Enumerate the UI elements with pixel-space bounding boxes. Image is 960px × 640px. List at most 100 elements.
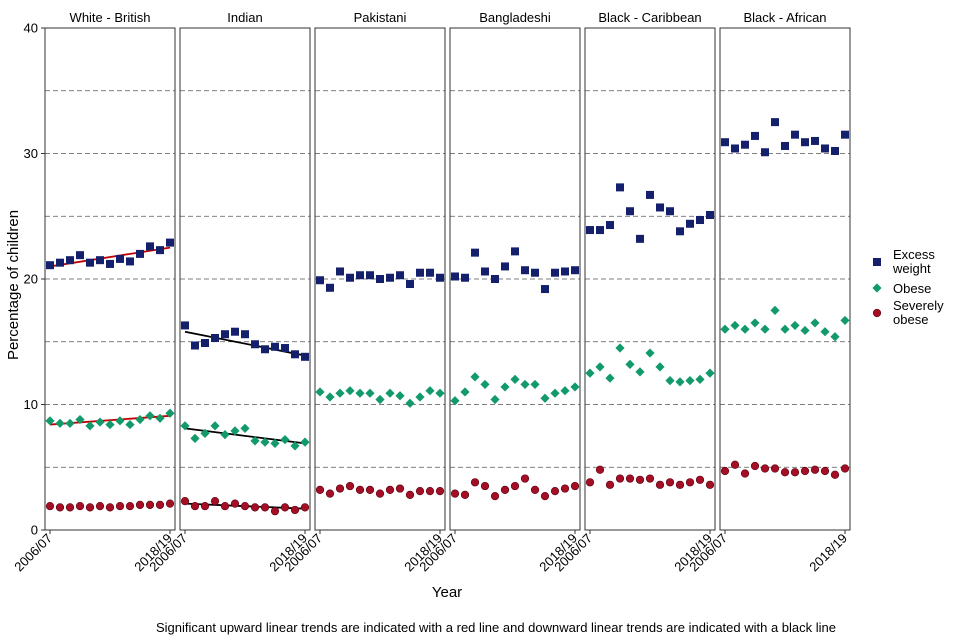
data-point: [76, 251, 84, 260]
data-point: [180, 421, 190, 431]
data-point: [326, 283, 334, 292]
data-point: [260, 503, 270, 512]
y-tick-label: 20: [24, 272, 38, 287]
data-point: [146, 242, 154, 251]
data-point: [615, 343, 625, 353]
data-point: [85, 503, 95, 512]
panel-title: White - British: [70, 10, 151, 25]
data-point: [165, 499, 175, 508]
legend-label: Obese: [893, 281, 931, 296]
data-point: [375, 489, 385, 498]
data-point: [551, 268, 559, 277]
data-point: [385, 485, 395, 494]
data-point: [696, 216, 704, 225]
data-point: [56, 258, 64, 267]
data-point: [240, 502, 250, 511]
data-point: [721, 138, 729, 147]
data-point: [490, 394, 500, 405]
data-point: [395, 391, 405, 401]
data-point: [105, 419, 115, 430]
data-point: [395, 484, 405, 493]
data-point: [685, 376, 695, 386]
x-tick-label: 2018/19: [806, 531, 850, 575]
data-point: [820, 327, 830, 337]
data-point: [740, 324, 750, 334]
data-point: [531, 268, 539, 277]
data-point: [271, 342, 279, 351]
data-point: [75, 502, 85, 511]
data-point: [470, 478, 480, 487]
legend: Excess weight Obese Severely obese: [872, 247, 944, 327]
data-point: [720, 324, 730, 334]
data-point: [820, 466, 830, 476]
panel-title: Black - African: [743, 10, 826, 25]
legend-item: Severely obese: [872, 298, 944, 327]
data-point: [480, 481, 490, 491]
data-point: [666, 207, 674, 216]
data-point: [595, 465, 605, 474]
data-point: [521, 266, 529, 275]
data-point: [46, 261, 54, 270]
data-point: [290, 441, 300, 451]
data-point: [190, 502, 200, 511]
data-point: [781, 141, 789, 150]
panel-title: Pakistani: [354, 10, 407, 25]
data-point: [260, 437, 270, 447]
panel-border: [314, 27, 446, 531]
data-point: [615, 474, 625, 483]
data-point: [750, 318, 760, 328]
data-point: [540, 393, 550, 403]
panel-border: [449, 27, 581, 531]
data-point: [301, 352, 309, 361]
data-point: [741, 140, 749, 149]
data-point: [166, 238, 174, 247]
legend-key: [872, 283, 882, 293]
y-tick-label: 40: [24, 21, 38, 36]
data-point: [280, 435, 290, 445]
data-point: [385, 388, 395, 398]
data-point: [155, 500, 165, 510]
data-point: [760, 464, 770, 473]
data-point: [251, 340, 259, 349]
data-point: [291, 350, 299, 359]
data-point: [675, 480, 685, 489]
data-point: [460, 387, 470, 397]
y-axis-title: Percentage of children: [5, 210, 22, 360]
data-point: [605, 373, 615, 383]
data-point: [135, 500, 145, 510]
data-point: [55, 418, 65, 428]
data-point: [811, 136, 819, 145]
data-point: [530, 379, 540, 390]
data-point: [471, 248, 479, 257]
data-point: [450, 489, 460, 498]
data-point: [730, 460, 740, 469]
data-point: [560, 386, 570, 396]
data-point: [510, 481, 520, 491]
data-point: [645, 348, 655, 358]
data-point: [760, 324, 770, 334]
data-point: [346, 273, 354, 282]
data-point: [345, 481, 355, 491]
data-point: [665, 376, 675, 386]
data-point: [730, 320, 740, 331]
legend-key: [873, 258, 881, 266]
legend-label: Severely obese: [893, 298, 944, 327]
data-point: [240, 423, 250, 433]
data-point: [105, 503, 115, 512]
data-point: [830, 470, 840, 479]
data-point: [200, 502, 210, 511]
data-point: [560, 484, 570, 493]
data-point: [770, 305, 780, 315]
data-point: [705, 480, 715, 489]
data-point: [230, 499, 240, 508]
data-point: [376, 275, 384, 283]
data-point: [490, 492, 500, 501]
data-point: [665, 478, 675, 487]
data-point: [96, 256, 104, 265]
data-point: [626, 207, 634, 216]
data-point: [585, 368, 595, 378]
panel-title: Indian: [227, 10, 262, 25]
panel-border: [179, 27, 311, 531]
